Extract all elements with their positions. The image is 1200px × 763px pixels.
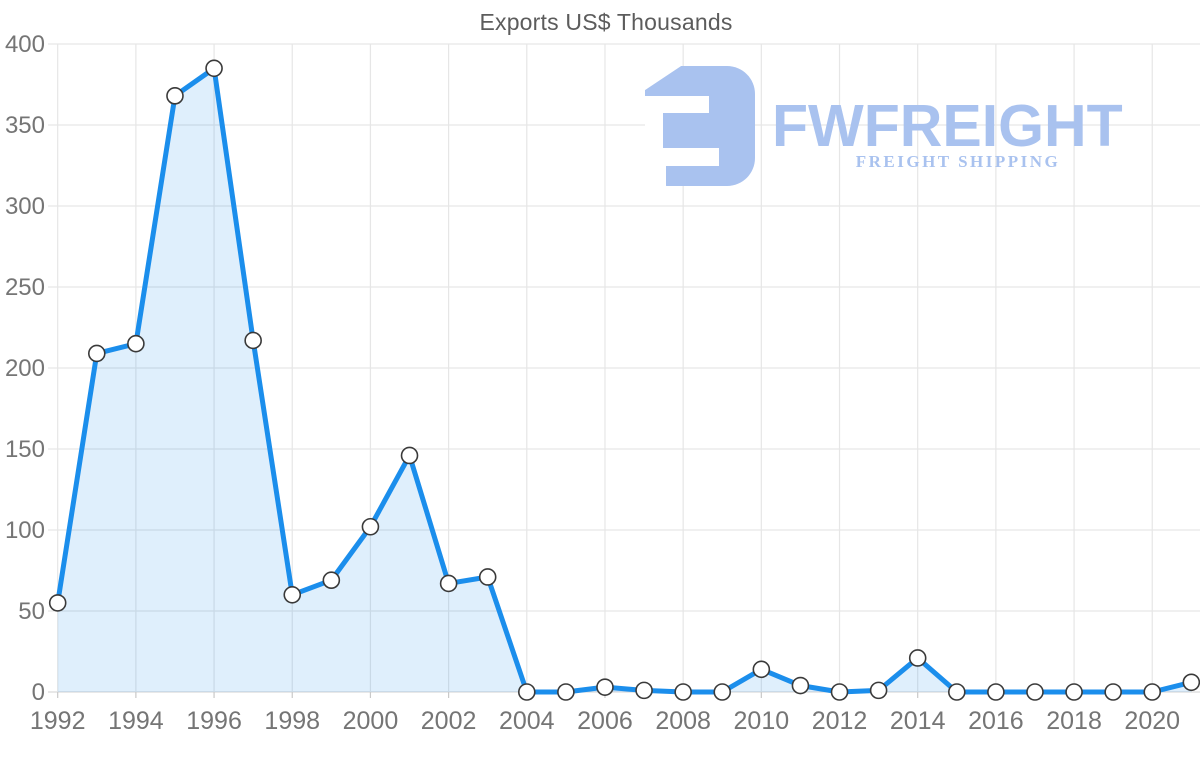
data-point-2008[interactable] — [674, 683, 692, 701]
data-point-2017[interactable] — [1026, 683, 1044, 701]
x-axis-label: 2016 — [968, 707, 1024, 735]
data-point-2015[interactable] — [947, 683, 966, 701]
data-point-2000[interactable] — [361, 517, 380, 536]
x-axis-label: 2020 — [1124, 707, 1180, 735]
data-point-1996[interactable] — [205, 59, 223, 78]
data-point-1995[interactable] — [166, 87, 184, 105]
data-point-2010[interactable] — [752, 660, 771, 679]
data-point-2003[interactable] — [478, 568, 497, 586]
data-point-2002[interactable] — [439, 574, 458, 593]
x-axis-label: 1994 — [108, 707, 164, 735]
y-axis-label: 350 — [5, 112, 45, 139]
x-axis-label: 2012 — [812, 707, 868, 735]
data-point-1993[interactable] — [87, 344, 106, 363]
data-point-2004[interactable] — [517, 683, 536, 701]
data-point-2007[interactable] — [635, 681, 653, 700]
y-axis-label: 400 — [5, 31, 45, 58]
y-axis-label: 300 — [5, 193, 45, 220]
data-point-2018[interactable] — [1065, 683, 1083, 701]
y-axis-label: 250 — [5, 274, 45, 301]
y-axis-label: 100 — [5, 517, 45, 544]
data-point-1992[interactable] — [48, 594, 67, 612]
x-axis-label: 2006 — [577, 707, 633, 735]
data-point-2014[interactable] — [908, 649, 927, 667]
y-axis-label: 0 — [32, 679, 45, 706]
data-point-2016[interactable] — [987, 683, 1005, 701]
chart-title: Exports US$ Thousands — [479, 9, 733, 35]
y-axis-label: 50 — [18, 598, 45, 625]
x-axis-label: 2002 — [421, 707, 477, 735]
x-axis-label: 1998 — [264, 707, 320, 735]
data-point-2006[interactable] — [596, 678, 614, 696]
data-point-2021[interactable] — [1182, 673, 1200, 692]
x-axis-label: 1992 — [30, 707, 86, 735]
data-point-2009[interactable] — [713, 683, 732, 701]
x-axis-label: 1996 — [186, 707, 242, 735]
x-axis-label: 2004 — [499, 707, 555, 735]
data-point-2019[interactable] — [1104, 683, 1122, 701]
data-point-2011[interactable] — [791, 676, 810, 695]
x-axis-label: 2014 — [890, 707, 946, 735]
x-axis-label: 2010 — [734, 707, 790, 735]
data-point-2020[interactable] — [1143, 683, 1162, 701]
data-point-1999[interactable] — [322, 571, 341, 590]
data-point-1994[interactable] — [127, 334, 145, 353]
y-axis-label: 150 — [5, 436, 45, 463]
x-axis-label: 2000 — [343, 707, 399, 735]
data-point-1998[interactable] — [283, 585, 302, 604]
data-point-2012[interactable] — [830, 683, 849, 701]
data-point-2001[interactable] — [400, 446, 419, 465]
data-point-2005[interactable] — [557, 683, 575, 701]
x-axis-label: 2018 — [1046, 707, 1102, 735]
x-axis-label: 2008 — [655, 707, 711, 735]
data-point-1997[interactable] — [244, 331, 262, 350]
data-point-2013[interactable] — [869, 681, 888, 700]
y-axis-label: 200 — [5, 355, 45, 382]
